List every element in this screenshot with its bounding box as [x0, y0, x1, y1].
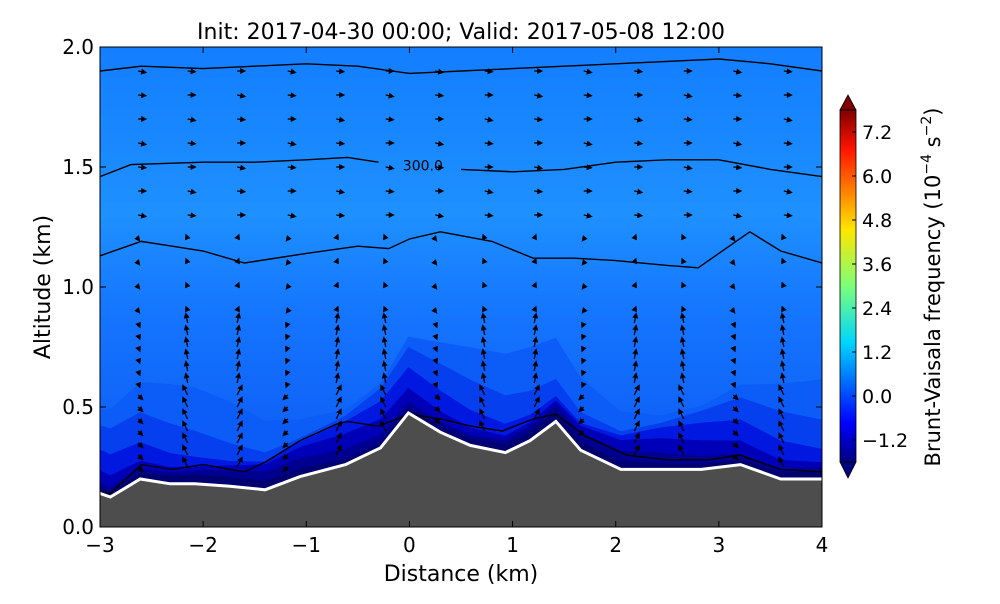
colorbar-tick-label: 1.2: [862, 342, 892, 364]
x-axis-label: Distance (km): [384, 562, 539, 587]
y-tick-label: 0.5: [62, 395, 94, 419]
chart-title: Init: 2017-04-30 00:00; Valid: 2017-05-0…: [197, 20, 725, 45]
colorbar-tick-label: −1.2: [862, 430, 908, 452]
colorbar-tick-label: 0.0: [862, 386, 892, 408]
colorbar-extend-max: [840, 95, 856, 110]
x-tick-label: 4: [816, 533, 829, 557]
x-tick-label: 1: [506, 533, 519, 557]
contour-label: 300.0: [403, 159, 443, 175]
colorbar-tick-label: 3.6: [862, 254, 892, 276]
y-tick-label: 0.0: [62, 515, 94, 539]
y-tick-label: 1.5: [62, 155, 94, 179]
x-tick-label: 2: [609, 533, 622, 557]
y-tick-label: 2.0: [62, 35, 94, 59]
colorbar-tick-label: 6.0: [862, 166, 892, 188]
x-tick-label: −2: [188, 533, 217, 557]
colorbar-gradient: [840, 110, 856, 462]
colorbar-tick-label: 7.2: [862, 122, 892, 144]
y-axis-label: Altitude (km): [31, 215, 56, 359]
colorbar-tick-label: 4.8: [862, 210, 892, 232]
colorbar: 7.2 6.0 4.8 3.6 2.4 1.2 0.0 −1.2: [840, 95, 908, 478]
x-tick-label: 0: [403, 533, 416, 557]
colorbar-extend-min: [840, 462, 856, 478]
colorbar-label: Brunt-Vaisala frequency (10−4 s−2): [919, 108, 945, 467]
x-tick-label: 3: [712, 533, 725, 557]
x-tick-label: −1: [292, 533, 321, 557]
colorbar-tick-label: 2.4: [862, 298, 892, 320]
y-tick-label: 1.0: [62, 275, 94, 299]
